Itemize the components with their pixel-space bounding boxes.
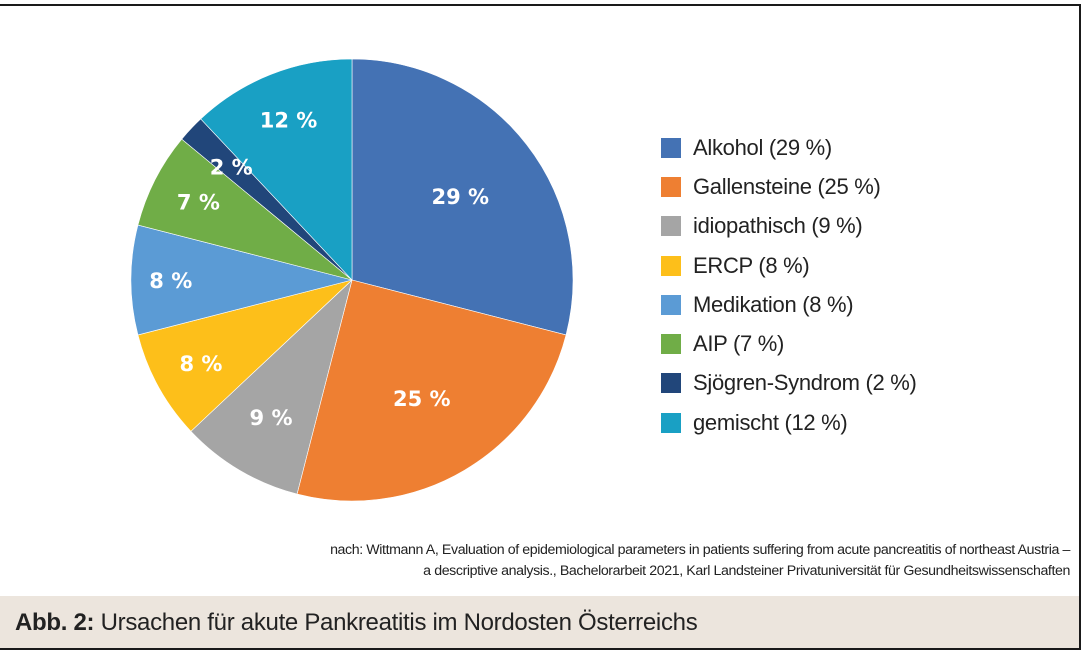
legend-swatch (661, 334, 681, 355)
legend-label: gemischt (12 %) (693, 409, 848, 435)
legend-item: gemischt (12 %) (661, 403, 917, 442)
figure-caption-bar: Abb. 2: Ursachen für akute Pankreatitis … (0, 596, 1079, 648)
legend-item: Alkohol (29 %) (661, 128, 917, 167)
pie-slice-alkohol (351, 58, 574, 336)
legend-label: ERCP (8 %) (693, 252, 810, 278)
source-line-2: a descriptive analysis., Bachelorarbeit … (423, 563, 1070, 579)
legend-swatch (661, 412, 681, 433)
slice-label: 2 % (210, 156, 253, 180)
legend-swatch (661, 294, 681, 315)
slice-label: 12 % (260, 109, 318, 133)
pie-slice-gallensteine (296, 279, 567, 502)
pie-slice-gemischt (200, 58, 353, 281)
slice-label: 25 % (393, 387, 451, 411)
caption-title: Ursachen für akute Pankreatitis im Nordo… (100, 609, 698, 636)
caption-label: Abb. 2: (15, 609, 95, 636)
pie-slice-medikation (130, 224, 353, 336)
pie-slice-ercp (137, 279, 353, 432)
slice-label: 7 % (177, 191, 220, 215)
source-line-1: nach: Wittmann A, Evaluation of epidemio… (330, 542, 1070, 558)
legend-swatch (661, 176, 681, 197)
legend-item: Sjögren-Syndrom (2 %) (661, 364, 917, 403)
legend-label: Medikation (8 %) (693, 291, 854, 317)
legend-item: ERCP (8 %) (661, 246, 917, 285)
legend-label: idiopathisch (9 %) (693, 213, 863, 239)
legend-label: Sjögren-Syndrom (2 %) (693, 370, 917, 396)
figure-caption: Abb. 2: Ursachen für akute Pankreatitis … (15, 609, 698, 637)
legend-swatch (661, 216, 681, 237)
legend-item: Medikation (8 %) (661, 285, 917, 324)
slice-label: 8 % (179, 352, 222, 376)
legend-swatch (661, 255, 681, 276)
legend-item: AIP (7 %) (661, 324, 917, 363)
slice-label: 29 % (431, 185, 489, 209)
legend-swatch (661, 373, 681, 394)
legend-item: idiopathisch (9 %) (661, 207, 917, 246)
legend-swatch (661, 137, 681, 158)
legend: Alkohol (29 %) Gallensteine (25 %) idiop… (661, 128, 917, 442)
source-citation: nach: Wittmann A, Evaluation of epidemio… (330, 540, 1070, 582)
figure-frame (0, 4, 1081, 650)
slice-label: 8 % (149, 269, 192, 293)
legend-label: Gallensteine (25 %) (693, 173, 881, 199)
slice-label: 9 % (250, 406, 293, 430)
legend-label: AIP (7 %) (693, 331, 785, 357)
pie-slice-idiopathisch (190, 279, 353, 495)
legend-label: Alkohol (29 %) (693, 134, 832, 160)
legend-item: Gallensteine (25 %) (661, 167, 917, 206)
